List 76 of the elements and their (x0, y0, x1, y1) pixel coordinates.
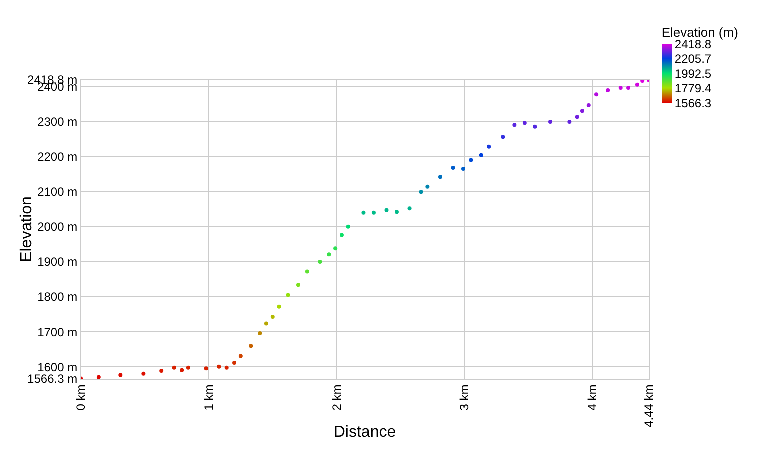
point (346, 224, 350, 229)
point (487, 144, 492, 149)
color-bar-label: 1566.3 (674, 96, 712, 110)
point (142, 372, 146, 376)
point (419, 190, 424, 194)
x-tick-label: 0 km (74, 384, 88, 411)
y-tick-label: 2100 m (38, 185, 78, 200)
point (270, 315, 275, 320)
point (238, 354, 243, 358)
point (217, 364, 222, 369)
point (618, 86, 623, 90)
point (533, 124, 538, 129)
point (180, 368, 184, 372)
point (501, 135, 506, 140)
x-axis-title: Distance (334, 424, 396, 441)
point (264, 322, 268, 326)
point (522, 121, 527, 126)
point (204, 366, 208, 371)
point (586, 104, 591, 108)
color-bar-label: 2418.8 (674, 37, 712, 52)
point (160, 369, 164, 374)
point (305, 270, 310, 274)
point (362, 210, 366, 215)
y-tick-label: 2300 m (38, 114, 78, 129)
point (384, 208, 389, 212)
point (408, 206, 412, 211)
point (118, 373, 123, 378)
point (258, 332, 262, 336)
point (340, 233, 344, 238)
point (438, 175, 442, 180)
point (512, 123, 517, 128)
point (606, 88, 610, 92)
point (96, 375, 101, 379)
point (327, 252, 332, 257)
point (296, 283, 300, 288)
color-bar-label: 2205.7 (674, 52, 712, 66)
color-bar-label: 1779.4 (674, 82, 712, 96)
point (286, 293, 290, 298)
point (635, 82, 640, 87)
point (277, 304, 282, 309)
point (568, 120, 572, 124)
y-tick-label: 1600 m (38, 360, 78, 374)
point (640, 80, 645, 83)
y-tick-label: 2200 m (38, 150, 78, 164)
point (580, 109, 584, 114)
point (318, 260, 322, 264)
point (232, 360, 237, 365)
y-tick-label: 2000 m (38, 220, 78, 234)
y-tick-label: 1900 m (38, 255, 78, 270)
color-bar-title: Elevation (m) (662, 24, 738, 40)
point (186, 366, 190, 370)
point (462, 167, 466, 172)
y-tick-label: 1700 m (38, 325, 78, 340)
point (451, 166, 456, 170)
x-tick-label: 1 km (202, 384, 216, 411)
point (575, 115, 580, 120)
point (172, 366, 176, 370)
point (626, 86, 631, 90)
color-bar-label: 1992.5 (674, 66, 712, 81)
x-tick-label: 2 km (330, 384, 344, 411)
point (594, 92, 599, 97)
x-tick-label: 4 km (586, 384, 600, 411)
x-tick-label: 4.44 km (642, 384, 656, 428)
point (372, 210, 376, 215)
y-tick-label: 1566.3 m (28, 372, 78, 386)
x-tick-label: 3 km (458, 384, 472, 411)
point (426, 184, 430, 189)
point (479, 153, 484, 158)
y-tick-label: 1800 m (38, 290, 78, 304)
y-axis-title: Elevation (18, 196, 36, 262)
point (548, 120, 552, 124)
point (394, 210, 399, 214)
point (224, 366, 229, 370)
point (249, 344, 254, 348)
point (469, 158, 474, 162)
point (334, 246, 338, 251)
